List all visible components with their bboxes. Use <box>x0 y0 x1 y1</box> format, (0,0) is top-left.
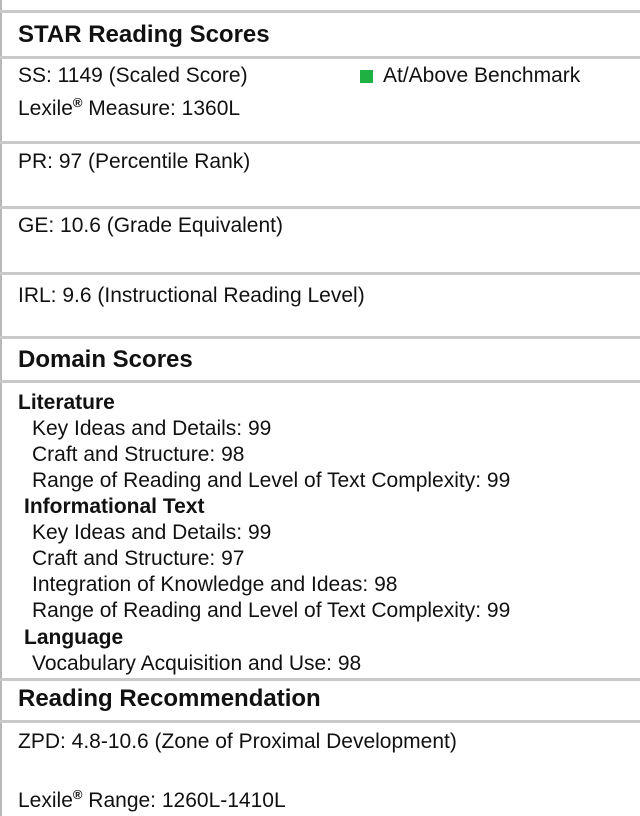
divider <box>0 141 640 144</box>
informational-item: Integration of Knowledge and Ideas: 98 <box>32 573 398 596</box>
divider <box>0 380 640 383</box>
percentile-rank: PR: 97 (Percentile Rank) <box>18 150 251 173</box>
informational-text-heading: Informational Text <box>24 495 205 518</box>
star-scores-heading: STAR Reading Scores <box>18 21 270 48</box>
lexile-range-value: Range: 1260L-1410L <box>82 789 286 812</box>
literature-heading: Literature <box>18 391 115 414</box>
domain-scores-heading: Domain Scores <box>18 346 193 373</box>
divider <box>0 678 640 681</box>
language-heading: Language <box>24 626 124 649</box>
divider <box>0 56 640 59</box>
lexile-measure-value: Measure: 1360L <box>82 97 241 120</box>
lexile-label: Lexile <box>18 97 73 120</box>
grade-equivalent: GE: 10.6 (Grade Equivalent) <box>18 214 283 237</box>
informational-item: Craft and Structure: 97 <box>32 547 245 570</box>
lexile-measure: Lexile® Measure: 1360L <box>18 90 240 122</box>
divider <box>0 336 640 339</box>
registered-mark: ® <box>72 787 83 802</box>
divider <box>0 206 640 209</box>
language-item: Vocabulary Acquisition and Use: 98 <box>32 652 362 675</box>
reading-recommendation-heading: Reading Recommendation <box>18 685 321 712</box>
lexile-range: Lexile® Range: 1260L-1410L <box>18 782 286 814</box>
zone-of-proximal-development: ZPD: 4.8-10.6 (Zone of Proximal Developm… <box>18 730 457 753</box>
informational-item: Range of Reading and Level of Text Compl… <box>32 599 511 622</box>
scaled-score: SS: 1149 (Scaled Score) <box>18 64 248 87</box>
divider <box>0 720 640 723</box>
registered-mark: ® <box>72 95 83 110</box>
literature-item: Key Ideas and Details: 99 <box>32 417 272 440</box>
lexile-label: Lexile <box>18 789 73 812</box>
divider <box>0 272 640 275</box>
benchmark-label: At/Above Benchmark <box>383 64 581 87</box>
benchmark-green-square-icon <box>360 69 373 83</box>
divider <box>0 10 640 13</box>
benchmark-status: At/Above Benchmark <box>360 63 580 89</box>
informational-item: Key Ideas and Details: 99 <box>32 521 272 544</box>
instructional-reading-level: IRL: 9.6 (Instructional Reading Level) <box>18 284 365 307</box>
literature-item: Range of Reading and Level of Text Compl… <box>32 469 511 492</box>
literature-item: Craft and Structure: 98 <box>32 443 245 466</box>
